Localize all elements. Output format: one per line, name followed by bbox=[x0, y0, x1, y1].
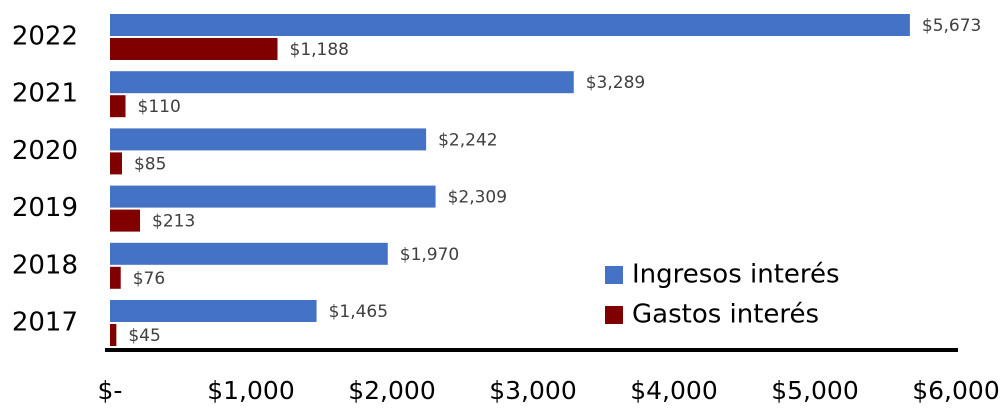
value-label: $5,673 bbox=[922, 16, 981, 36]
value-label: $110 bbox=[138, 97, 181, 117]
x-tick-label: $4,000 bbox=[630, 376, 717, 405]
bar bbox=[110, 128, 427, 151]
bar bbox=[110, 152, 122, 175]
value-label: $213 bbox=[152, 212, 195, 232]
legend-label: Gastos interés bbox=[632, 300, 819, 330]
bar bbox=[110, 71, 574, 94]
value-label: $85 bbox=[134, 154, 166, 174]
y-tick-label: 2020 bbox=[12, 136, 78, 166]
bar bbox=[110, 324, 117, 346]
legend-swatch bbox=[605, 306, 623, 324]
value-label: $1,188 bbox=[290, 40, 349, 60]
value-label: $76 bbox=[133, 269, 165, 289]
x-tick-label: $6,000 bbox=[912, 376, 999, 405]
y-tick-label: 2021 bbox=[12, 79, 78, 109]
value-label: $3,289 bbox=[586, 73, 645, 93]
y-tick-label: 2017 bbox=[12, 308, 78, 338]
x-tick-label: $5,000 bbox=[771, 376, 858, 405]
value-label: $2,309 bbox=[448, 188, 507, 208]
value-label: $1,465 bbox=[329, 302, 388, 322]
bar bbox=[110, 95, 126, 118]
value-label: $1,970 bbox=[400, 245, 459, 265]
x-tick-label: $2,000 bbox=[348, 376, 435, 405]
bar bbox=[110, 209, 141, 232]
bar bbox=[110, 38, 278, 60]
legend-swatch bbox=[605, 266, 623, 284]
bar bbox=[110, 242, 388, 265]
x-tick-label: $1,000 bbox=[207, 376, 294, 405]
x-tick-label: $3,000 bbox=[489, 376, 576, 405]
value-label: $45 bbox=[128, 326, 160, 346]
legend-label: Ingresos interés bbox=[632, 260, 840, 290]
bar bbox=[110, 185, 436, 208]
bar bbox=[110, 266, 121, 289]
y-tick-label: 2019 bbox=[12, 193, 78, 223]
bar bbox=[110, 14, 910, 36]
y-tick-label: 2022 bbox=[12, 22, 78, 52]
x-tick-label: $- bbox=[98, 376, 123, 405]
bar bbox=[110, 300, 317, 322]
value-label: $2,242 bbox=[438, 130, 497, 150]
y-tick-label: 2018 bbox=[12, 250, 78, 280]
